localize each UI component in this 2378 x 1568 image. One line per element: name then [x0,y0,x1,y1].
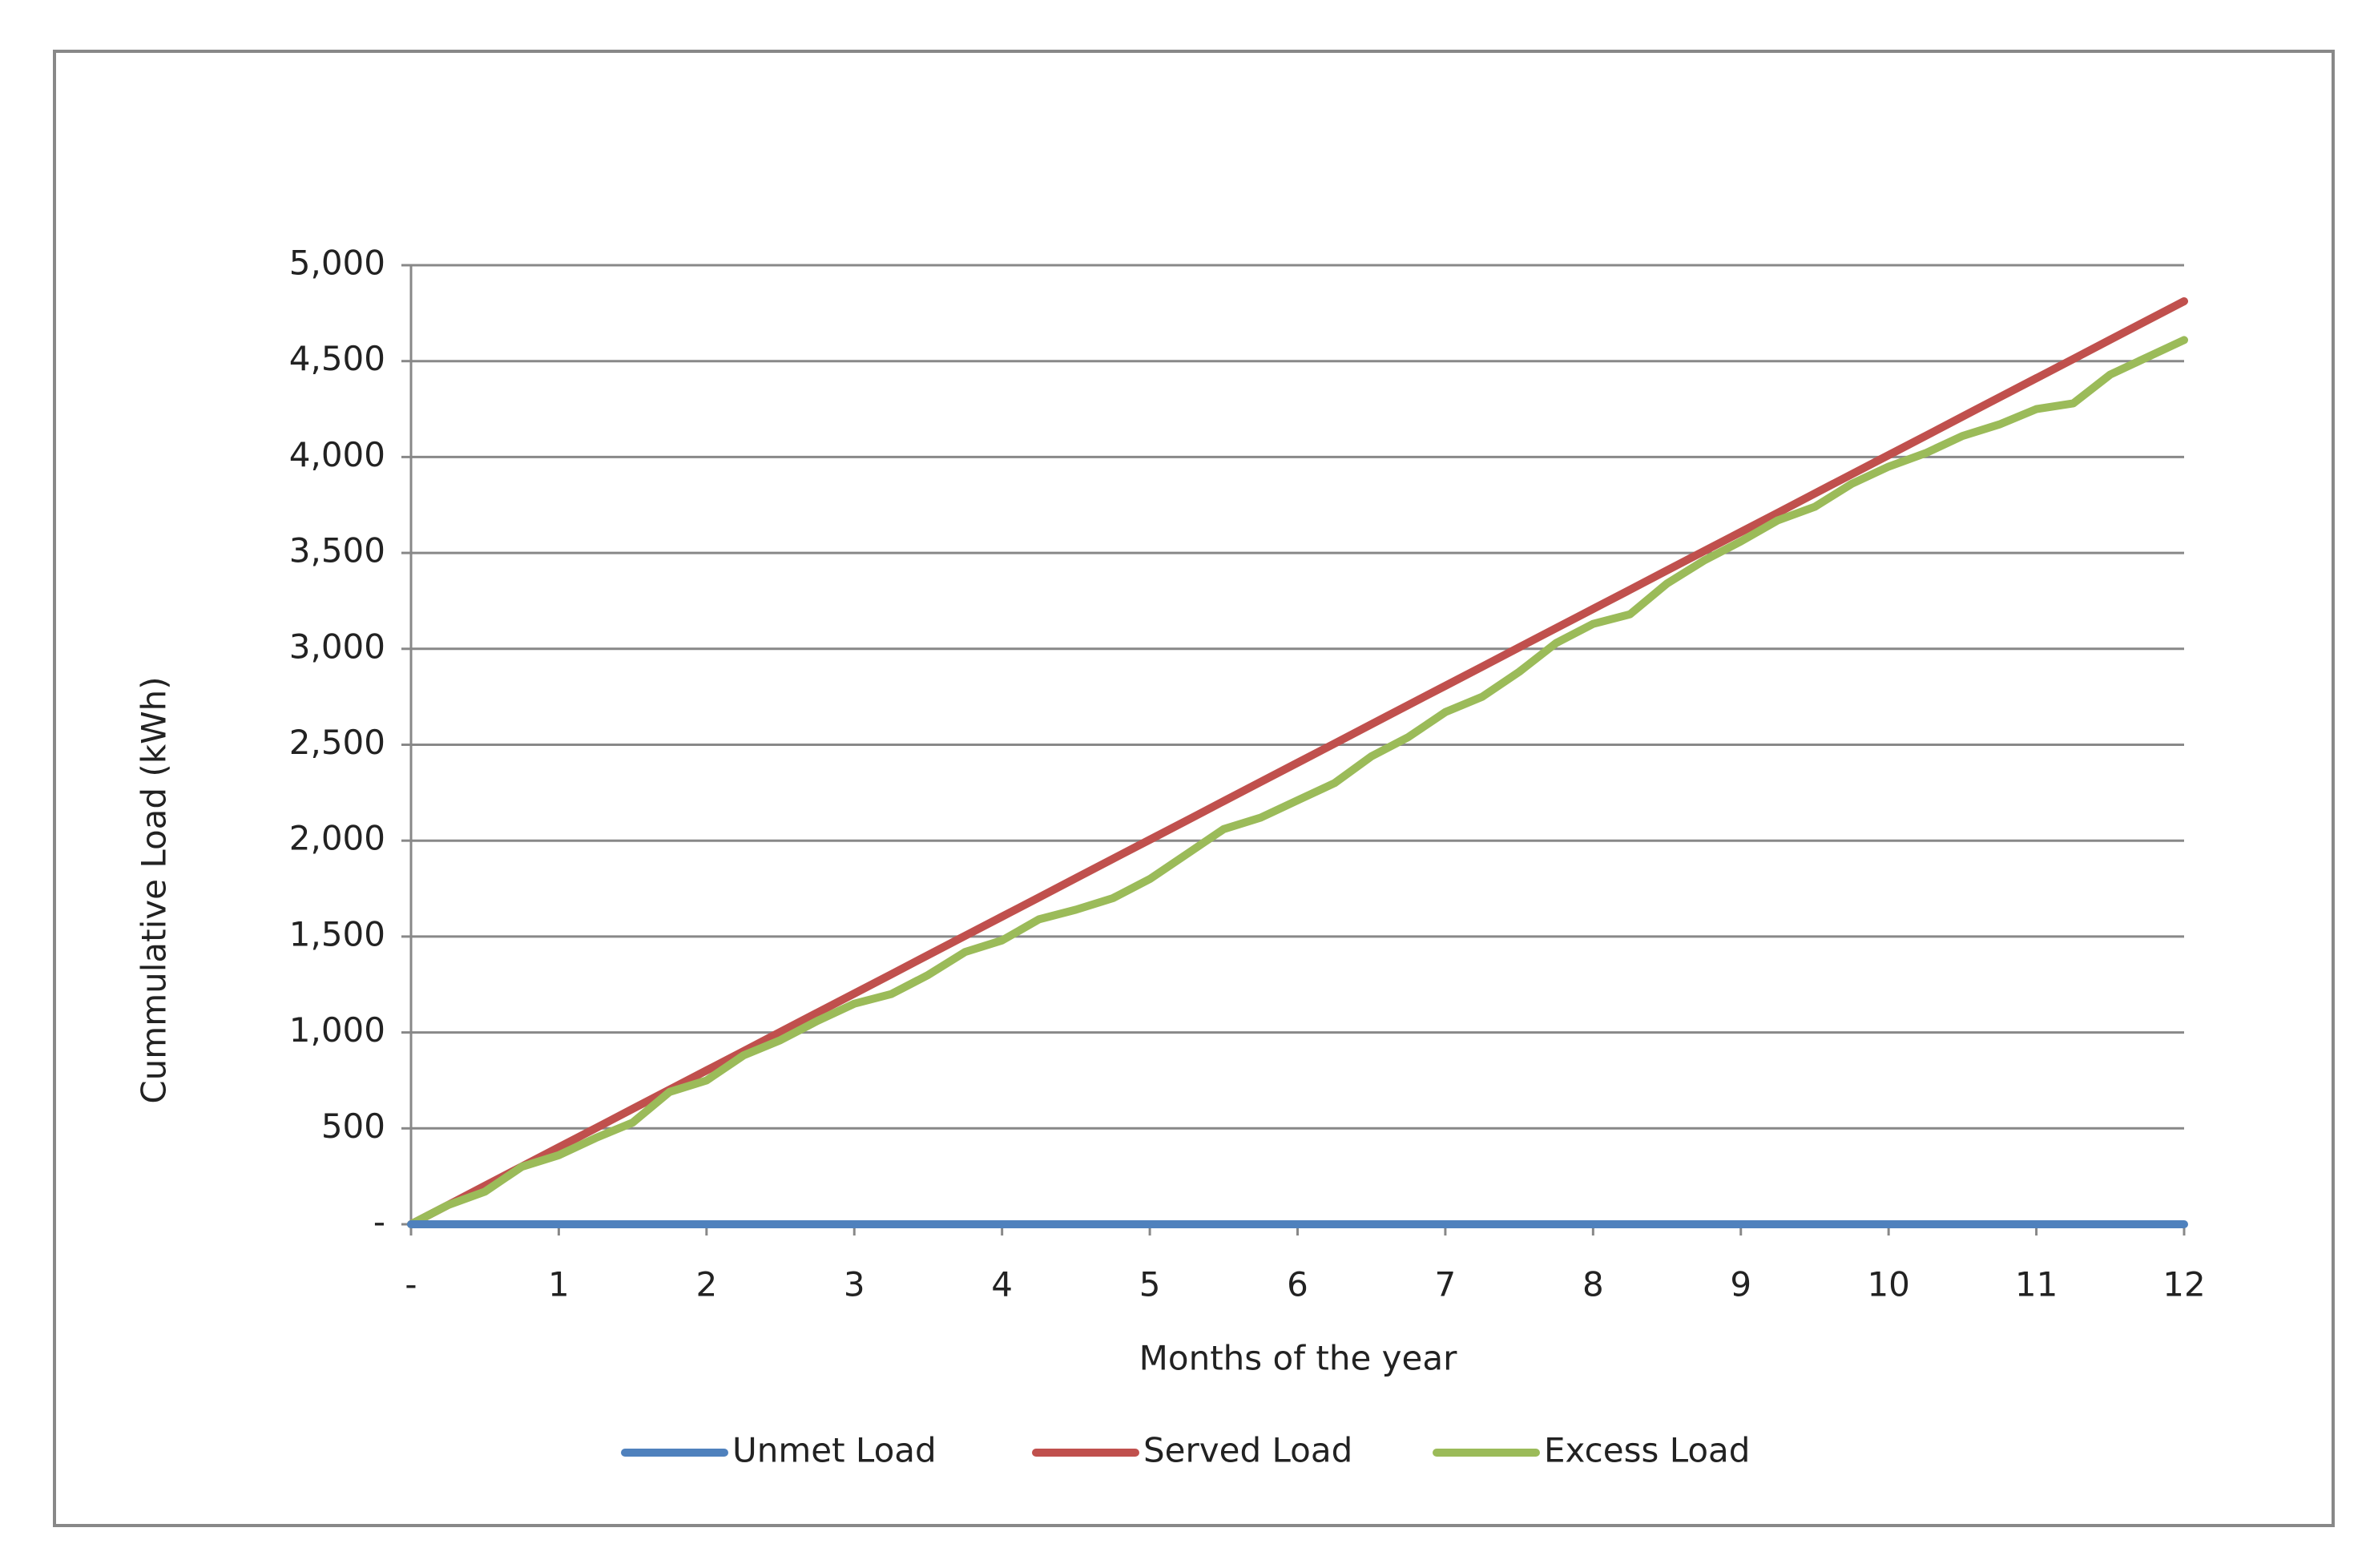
y-tick-label: 1,500 [289,914,385,953]
x-tick-label: 4 [991,1265,1013,1304]
x-tick-label: 2 [695,1265,717,1304]
x-tick-label: 3 [844,1265,865,1304]
y-tick-label: 500 [321,1106,385,1146]
x-tick-label: 11 [2015,1265,2058,1304]
y-tick-label: 3,000 [289,627,385,666]
y-tick-label: 4,500 [289,339,385,378]
y-tick-label: 2,500 [289,723,385,762]
x-tick-label: - [405,1265,417,1304]
y-tick-label: 4,000 [289,435,385,474]
x-tick-label: 6 [1287,1265,1308,1304]
x-tick-label: 5 [1139,1265,1161,1304]
y-tick-label: 5,000 [289,244,385,283]
x-tick-label: 9 [1730,1265,1751,1304]
y-tick-label: 3,500 [289,531,385,570]
x-axis-title: Months of the year [1139,1339,1457,1378]
legend-label: Served Load [1143,1431,1352,1470]
x-tick-label: 12 [2162,1265,2205,1304]
legend-label: Excess Load [1544,1431,1750,1470]
x-tick-label: 8 [1582,1265,1604,1304]
series-line [407,297,2188,1228]
y-tick-label: 1,000 [289,1010,385,1050]
x-tick-label: 10 [1867,1265,1909,1304]
x-tick-label: 7 [1435,1265,1457,1304]
y-axis-title: Cummulative Load (kWh) [135,676,174,1103]
x-tick-label: 1 [548,1265,570,1304]
y-tick-label: 2,000 [289,819,385,858]
series-line [407,336,2188,1228]
y-tick-label: - [373,1203,385,1242]
legend-label: Unmet Load [732,1431,937,1470]
chart-border [53,50,2335,1527]
